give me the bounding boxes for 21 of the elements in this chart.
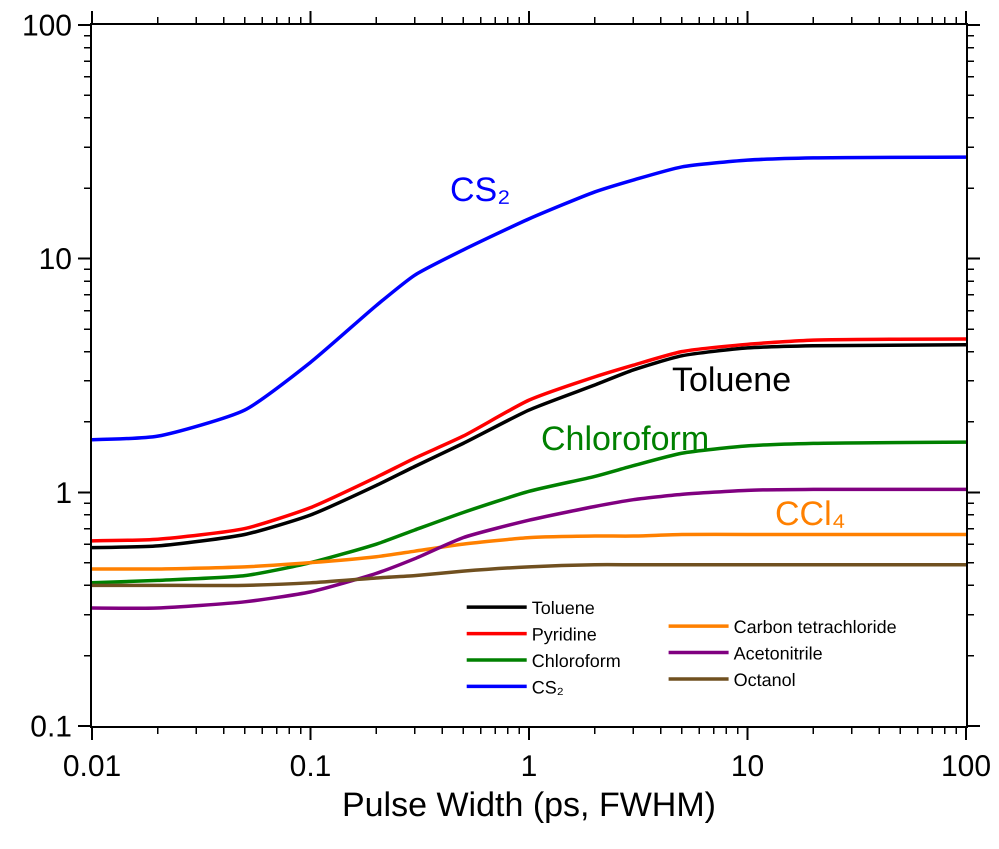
annotation: CCl₄: [775, 495, 846, 533]
legend-label: Pyridine: [532, 624, 597, 645]
legend-label: Carbon tetrachloride: [734, 617, 897, 638]
x-tick-label: 100: [940, 750, 992, 783]
y-tick-label: 10: [38, 243, 72, 276]
legend-label: Toluene: [532, 598, 595, 618]
legend-label: CS₂: [532, 677, 564, 698]
legend-label: Chloroform: [532, 650, 621, 671]
legend-label: Acetonitrile: [734, 644, 823, 664]
x-tick-label: 1: [520, 750, 538, 783]
x-tick-label: 10: [730, 750, 764, 783]
legend-label: Octanol: [734, 670, 796, 690]
annotation: CS₂: [450, 171, 510, 209]
x-tick-label: 0.01: [62, 750, 122, 783]
x-axis-title: Pulse Width (ps, FWHM): [342, 786, 716, 824]
y-tick-label: 1: [55, 476, 72, 510]
annotation: Chloroform: [541, 420, 710, 458]
y-tick-label: 100: [22, 10, 72, 42]
x-tick-label: 0.1: [290, 750, 332, 783]
annotation: Toluene: [672, 361, 792, 399]
y-tick-label: 0.1: [30, 710, 72, 744]
